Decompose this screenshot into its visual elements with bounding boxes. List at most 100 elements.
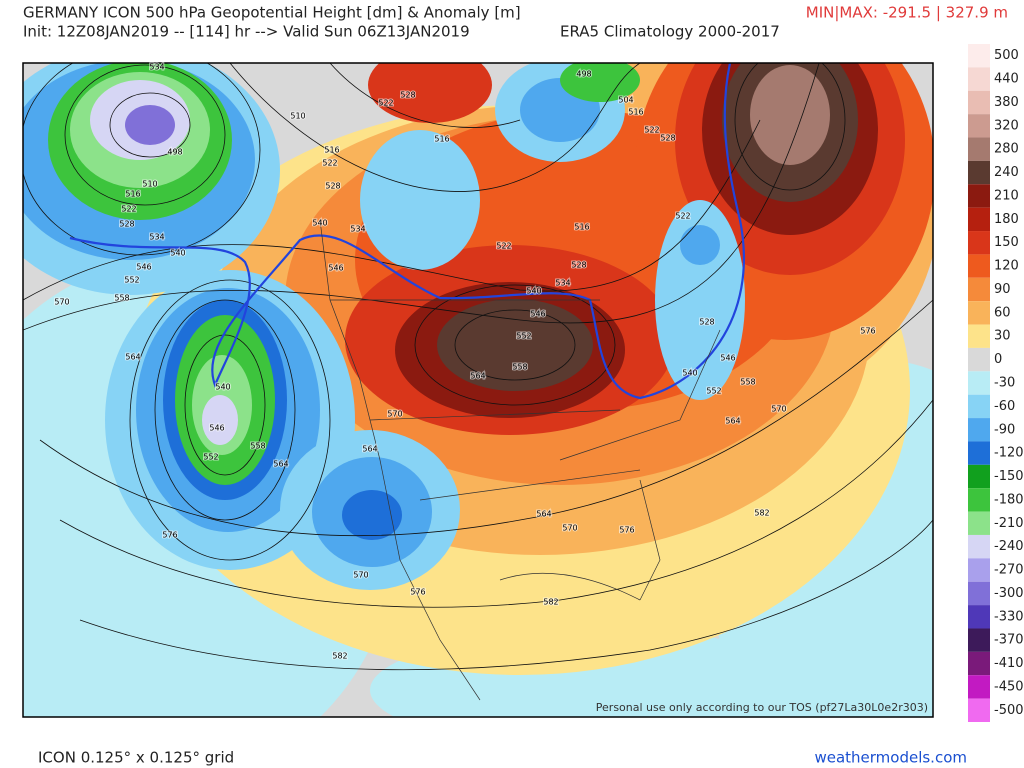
colorbar-swatch (968, 207, 990, 232)
title: GERMANY ICON 500 hPa Geopotential Height… (23, 4, 521, 22)
colorbar-label: 90 (994, 282, 1011, 297)
colorbar-swatch (968, 394, 990, 419)
contour-label: 546 (720, 354, 735, 363)
colorbar-swatch (968, 605, 990, 629)
contour-label: 516 (574, 223, 589, 232)
colorbar-swatch (968, 371, 990, 395)
colorbar-swatch (968, 418, 990, 442)
site-link[interactable]: weathermodels.com (814, 749, 967, 767)
colorbar-swatch (968, 277, 990, 302)
colorbar-swatch (968, 324, 990, 348)
init-line: Init: 12Z08JAN2019 -- [114] hr --> Valid… (23, 23, 470, 41)
colorbar-swatch (968, 558, 990, 582)
map-frame (22, 62, 934, 718)
colorbar-label: 240 (994, 165, 1019, 180)
colorbar-swatch (968, 90, 990, 115)
contour-label: 516 (324, 146, 339, 155)
colorbar-label: -90 (994, 422, 1015, 437)
colorbar-label: 150 (994, 235, 1019, 250)
colorbar-swatch (968, 137, 990, 161)
contour-label: 504 (618, 96, 633, 105)
contour-label: 534 (149, 233, 164, 242)
contour-label: 498 (167, 148, 182, 157)
contour-label: 564 (362, 445, 377, 454)
contour-label: 546 (136, 263, 151, 272)
colorbar-label: 0 (994, 352, 1002, 367)
colorbar-label: -30 (994, 376, 1015, 391)
contour-label: 522 (675, 212, 690, 221)
contour-label: 534 (350, 225, 365, 234)
colorbar-swatch (968, 441, 990, 465)
colorbar-swatch (968, 301, 990, 325)
colorbar-label: -270 (994, 563, 1024, 578)
contour-label: 570 (387, 410, 402, 419)
colorbar-swatch (968, 698, 990, 722)
contour-label: 534 (555, 279, 570, 288)
contour-label: 582 (754, 509, 769, 518)
colorbar-swatch (968, 511, 990, 535)
colorbar-swatch (968, 254, 990, 278)
contour-label: 552 (516, 332, 531, 341)
contour-label: 540 (312, 219, 327, 228)
contour-label: 576 (162, 531, 177, 540)
watermark: Personal use only according to our TOS (… (596, 701, 928, 714)
colorbar-swatch (968, 347, 990, 372)
colorbar-label: -120 (994, 446, 1024, 461)
contour-label: 528 (571, 261, 586, 270)
colorbar-label: -60 (994, 399, 1015, 414)
colorbar-swatch (968, 114, 990, 138)
contour-label: 540 (215, 383, 230, 392)
colorbar-label: -240 (994, 539, 1024, 554)
contour-label: 528 (119, 220, 134, 229)
contour-label: 528 (400, 91, 415, 100)
contour-labels: 5344985105165225285345405465525585705645… (53, 62, 876, 662)
climatology: ERA5 Climatology 2000-2017 (560, 23, 780, 41)
colorbar-label: -500 (994, 703, 1024, 718)
contour-label: 522 (121, 205, 136, 214)
contour-label: 546 (530, 310, 545, 319)
contour-label: 558 (740, 378, 755, 387)
colorbar-label: -150 (994, 469, 1024, 484)
colorbar-label: 320 (994, 118, 1019, 133)
contour-label: 564 (725, 417, 740, 426)
grid-note: ICON 0.125° x 0.125° grid (38, 749, 234, 767)
contour-label: 510 (142, 180, 157, 189)
colorbar-swatch (968, 534, 990, 559)
contour-label: 570 (562, 524, 577, 533)
contour-label: 528 (699, 318, 714, 327)
contour-label: 582 (543, 598, 558, 607)
contour-label: 540 (682, 369, 697, 378)
contour-label: 516 (125, 190, 140, 199)
colorbar-swatch (968, 675, 990, 699)
colorbar-swatch (968, 67, 990, 91)
colorbar-label: 120 (994, 259, 1019, 274)
colorbar-swatch (968, 488, 990, 512)
colorbar-swatch (968, 464, 990, 489)
colorbar-swatch (968, 628, 990, 652)
contour-label: 516 (628, 108, 643, 117)
colorbar-label: 500 (994, 48, 1019, 63)
contour-label: 498 (576, 70, 591, 79)
contour-label: 564 (536, 510, 551, 519)
contour-label: 570 (771, 405, 786, 414)
colorbar-swatch (968, 231, 990, 255)
colorbar: 500 440 380 320 280 240 210 180 150 120 90 60 30 0 -30… (968, 44, 1024, 722)
contour-label: 546 (209, 424, 224, 433)
contour-label: 522 (496, 242, 511, 251)
colorbar-label: -180 (994, 492, 1024, 507)
contour-label: 546 (328, 264, 343, 273)
colorbar-label: -370 (994, 633, 1024, 648)
colorbar-label: 440 (994, 72, 1019, 87)
contour-label: 552 (706, 387, 721, 396)
contour-label: 534 (149, 63, 164, 72)
colorbar-label: 380 (994, 95, 1019, 110)
contour-label: 528 (325, 182, 340, 191)
contour-label: 552 (124, 276, 139, 285)
contour-label: 558 (250, 442, 265, 451)
contour-label: 570 (353, 571, 368, 580)
contour-label: 558 (512, 363, 527, 372)
contour-label: 576 (410, 588, 425, 597)
